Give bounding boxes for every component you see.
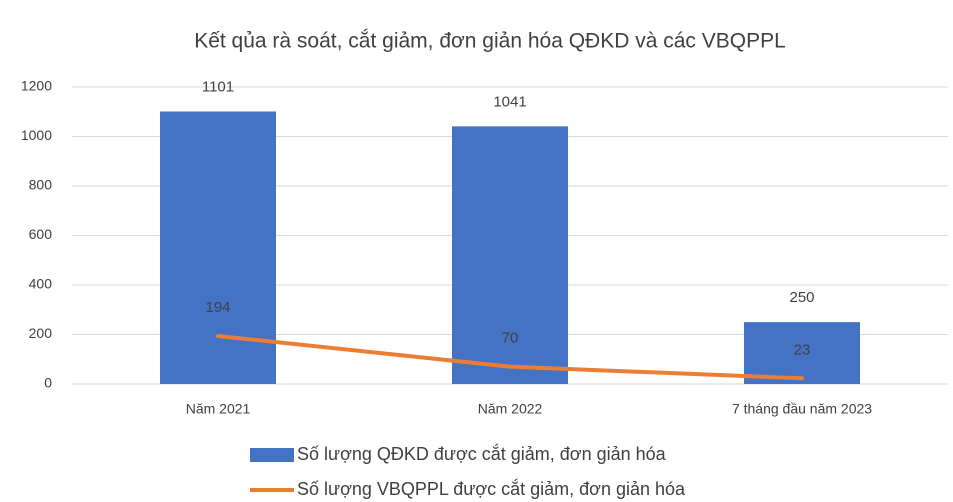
y-tick-label: 400 (29, 276, 53, 292)
bar (452, 126, 568, 384)
y-tick-label: 200 (29, 325, 53, 341)
data-label: 23 (794, 341, 811, 358)
data-label: 250 (789, 289, 814, 306)
x-tick-label: Năm 2022 (478, 401, 543, 417)
data-label: 1101 (202, 78, 234, 95)
legend-label: Số lượng QĐKD được cắt giảm, đơn giản hó… (297, 443, 667, 464)
legend-label: Số lượng VBQPPL được cắt giảm, đơn giản … (297, 478, 686, 499)
y-tick-label: 600 (29, 226, 53, 242)
y-tick-label: 1000 (21, 127, 52, 143)
y-tick-label: 1200 (21, 78, 52, 94)
bar (160, 111, 276, 384)
line (216, 333, 804, 381)
y-tick-label: 800 (29, 177, 53, 193)
data-label: 194 (205, 299, 230, 316)
bar (744, 322, 860, 384)
legend-swatch (250, 448, 294, 462)
y-tick-label: 0 (44, 375, 52, 391)
data-label: 70 (502, 330, 519, 347)
chart-title: Kết qủa rà soát, cắt giảm, đơn giản hóa … (194, 30, 786, 53)
x-tick-label: Năm 2021 (186, 401, 251, 417)
data-label: 1041 (493, 93, 526, 110)
x-tick-label: 7 tháng đầu năm 2023 (732, 401, 872, 417)
